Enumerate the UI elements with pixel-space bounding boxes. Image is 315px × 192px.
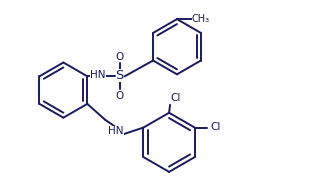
Text: O: O: [116, 91, 124, 101]
Text: HN: HN: [108, 127, 123, 137]
Text: Cl: Cl: [171, 93, 181, 103]
Text: Cl: Cl: [210, 122, 220, 132]
Text: CH₃: CH₃: [192, 14, 210, 24]
Text: HN: HN: [90, 70, 106, 80]
Text: S: S: [116, 69, 124, 82]
Text: O: O: [116, 52, 124, 62]
